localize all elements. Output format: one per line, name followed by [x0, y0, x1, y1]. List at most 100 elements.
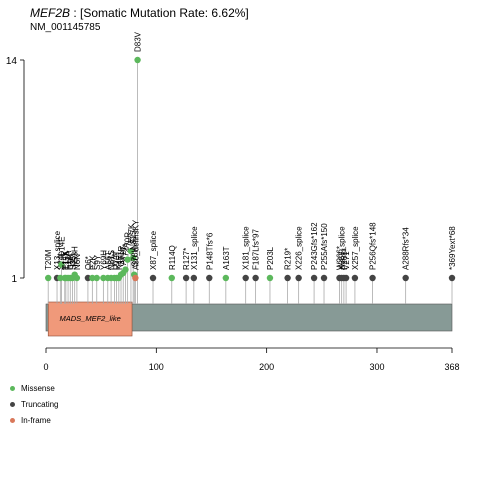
mutation-label: S78K — [130, 246, 139, 266]
mutation-label: N6N — [73, 254, 82, 270]
lollipop-head — [132, 274, 139, 282]
mutation-label: X257_splice — [351, 226, 360, 270]
lollipop-head — [122, 266, 129, 273]
mutation-label: W266* — [335, 246, 344, 270]
domain-label: MADS_MEF2_like — [59, 314, 120, 323]
mutation-label: X226_splice — [295, 226, 304, 270]
mutation-rate: : [Somatic Mutation Rate: 6.62%] — [70, 6, 249, 20]
mutation-label: P243Gfs*162 — [310, 222, 319, 270]
gene-name: MEF2B — [30, 6, 71, 20]
lollipop-head — [100, 274, 107, 282]
mutation-label: R114Q — [168, 245, 177, 270]
lollipop-head — [206, 274, 213, 282]
lollipop-head — [402, 274, 409, 282]
mutation-label: A56T — [104, 251, 113, 270]
lollipop-head — [134, 56, 141, 64]
mutation-label: N81S — [129, 230, 138, 250]
lollipop-head — [57, 274, 64, 282]
lollipop-head — [129, 254, 137, 262]
mutation-label: R219* — [284, 248, 293, 270]
mutation-label: F187Lfs*97 — [252, 229, 261, 270]
mutation-label: N81S — [107, 250, 116, 270]
x-tick-label: 200 — [259, 362, 274, 372]
mutation-label: S35L — [68, 251, 77, 270]
mutation-label: T15A — [62, 250, 71, 270]
lollipop-head — [58, 261, 65, 268]
lollipop-head — [182, 274, 190, 282]
lollipop-head — [45, 274, 52, 282]
lollipop-head — [93, 274, 100, 282]
mutation-label: F17A — [64, 250, 73, 270]
mutation-label: R127* — [182, 248, 191, 270]
truncating-swatch — [10, 402, 15, 407]
lollipop-head — [73, 274, 81, 282]
mutation-label: R73T — [113, 250, 122, 270]
mutation-label: A72T — [119, 246, 128, 265]
mutation-label: *369Yext*68 — [448, 226, 457, 270]
mutation-label: P256Qfs*148 — [369, 222, 378, 270]
lollipop-head — [351, 274, 359, 282]
mutation-label: D83V — [134, 31, 143, 52]
mutation-label: R53H — [71, 246, 80, 267]
mutation-label: K4E — [115, 255, 124, 270]
mutation-label: A288Rfs*34 — [402, 227, 411, 270]
lollipop-head — [222, 274, 230, 282]
mutation-label: A163T — [222, 246, 231, 270]
lollipop-head — [342, 274, 350, 282]
mutation-label: I19K — [66, 253, 75, 270]
mutation-label: P148Tfs*6 — [205, 232, 214, 270]
mutation-label: X267_splice — [338, 226, 347, 270]
legend-inframe-label: In-frame — [21, 416, 51, 425]
inframe-swatch — [10, 418, 15, 423]
transcript-id: NM_001145785 — [30, 22, 101, 33]
domain-mads-mef2-like — [47, 301, 133, 337]
lollipop-head — [252, 274, 259, 282]
lollipop-head — [320, 274, 328, 282]
mutation-label: Q6* — [84, 256, 93, 270]
mutation-label: P255Afs*150 — [320, 223, 329, 270]
mutation-label: P268* — [340, 248, 349, 270]
mutation-label: T72A — [121, 242, 130, 262]
legend-truncating-label: Truncating — [21, 400, 59, 409]
mutation-label: L67V — [110, 251, 119, 270]
lollipop-head — [369, 274, 376, 282]
lollipop-head — [266, 274, 274, 282]
missense-swatch — [10, 386, 15, 391]
mutation-label: X181_splice — [242, 226, 251, 270]
lollipop-head — [168, 274, 175, 282]
lollipop-head — [89, 274, 96, 282]
x-tick-label: 100 — [149, 362, 164, 372]
mutation-label: X87_splice — [149, 230, 158, 270]
mutation-label: X13_splice — [53, 230, 62, 270]
lollipop-head — [448, 274, 456, 282]
lollipop-head — [62, 274, 70, 282]
y-tick-label: 1 — [11, 274, 17, 285]
x-tick-label: 368 — [444, 362, 459, 372]
legend-inframe: In-frame — [10, 416, 51, 425]
mutation-label: D14E — [57, 237, 66, 257]
lollipop-head — [310, 274, 318, 282]
mutation-label: G71R — [117, 246, 126, 267]
mutation-label: E77K — [127, 223, 136, 243]
mutation-label: F2K — [88, 255, 97, 270]
lollipop-head — [84, 274, 92, 282]
lollipop-head — [190, 274, 198, 282]
lollipop-head — [295, 274, 302, 282]
mutation-label: E17K — [61, 250, 70, 270]
x-tick-label: 300 — [369, 362, 384, 372]
y-tick-label: 14 — [6, 56, 18, 67]
lollipop-head — [149, 274, 157, 282]
lollipop-head — [124, 256, 131, 263]
legend-missense: Missense — [10, 384, 55, 393]
mutation-label: X131_splice — [190, 226, 199, 270]
mutation-label: T20M — [44, 249, 53, 270]
mutation-label: Y69H — [99, 250, 108, 270]
lollipop-head — [284, 274, 291, 282]
mutation-label: A80_delinsKY — [131, 219, 140, 270]
lollipop-head — [127, 247, 135, 255]
x-tick-label: 0 — [43, 362, 48, 372]
legend-truncating: Truncating — [10, 400, 59, 409]
mutation-label: V271* — [342, 248, 351, 270]
mutation-label: T70R — [124, 232, 133, 252]
